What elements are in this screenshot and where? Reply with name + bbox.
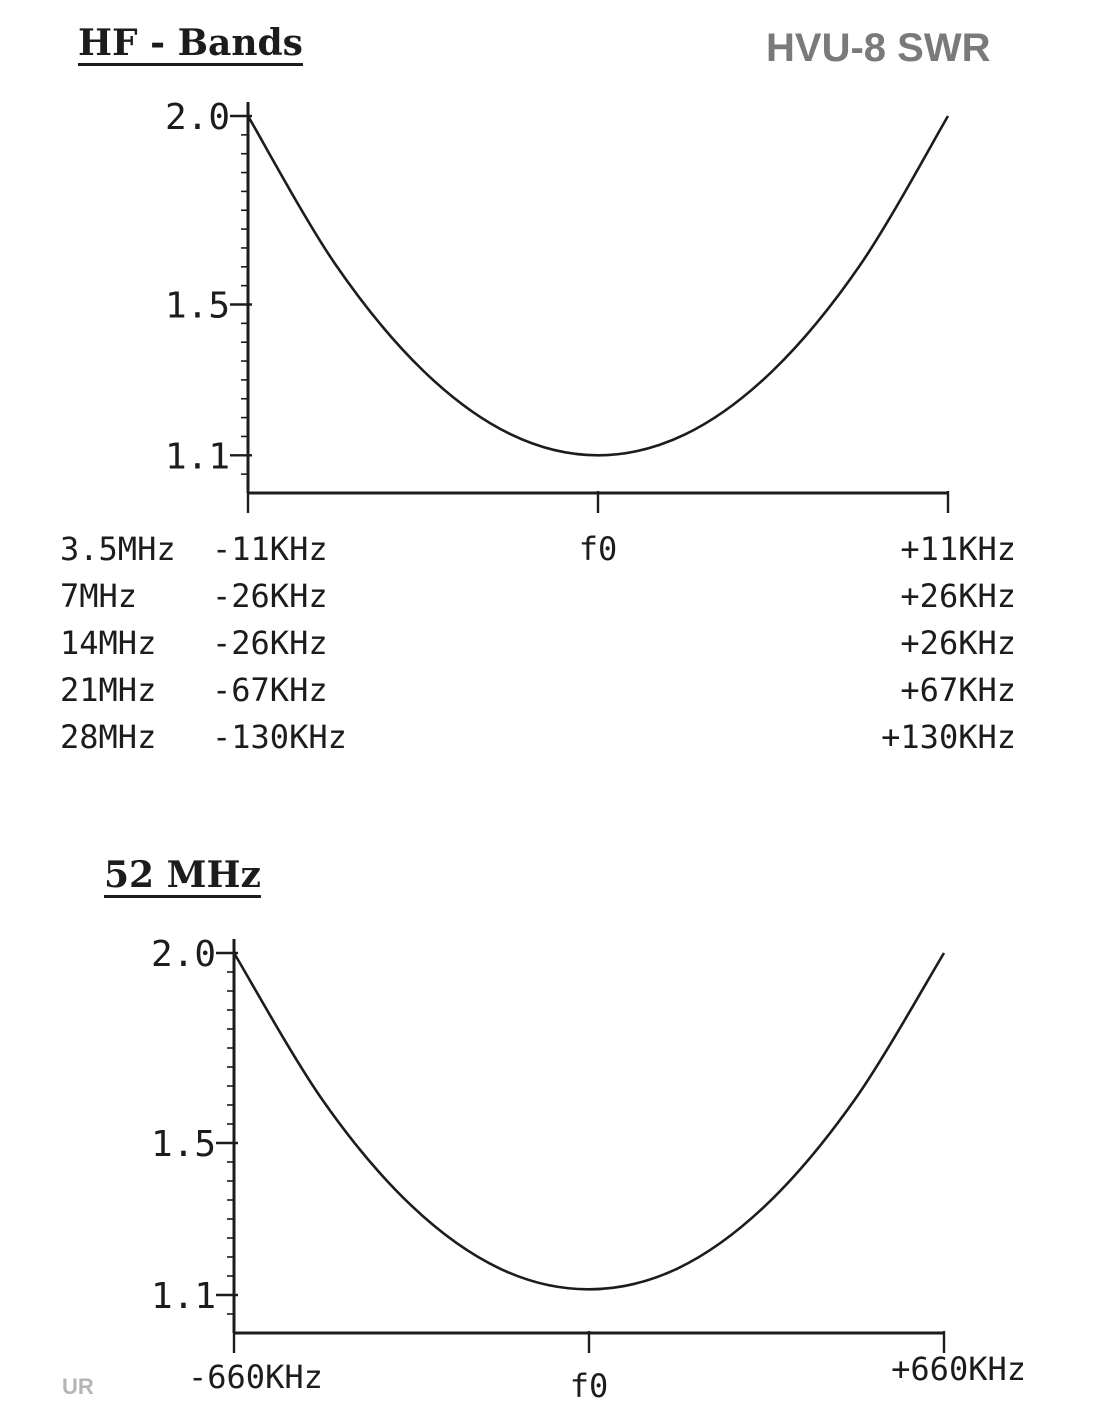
hf-chart-title: HF - Bands [78,22,303,64]
vhf-x-tick-label: f0 [570,1367,609,1405]
vhf-y-tick-label: 2.0 [151,934,216,975]
hf-center-label: f0 [579,530,618,568]
vhf-swr-curve [232,952,946,1291]
band-plus-span: +26KHz [900,577,1016,615]
band-plus-span: +26KHz [900,624,1016,662]
band-minus-span: -11KHz [212,530,328,568]
hf-y-tick-label: 2.0 [165,97,230,138]
band-name: 3.5MHz [60,530,176,568]
band-name: 21MHz [60,671,156,709]
hf-y-tick-label: 1.5 [165,286,230,327]
vhf-chart-title: 52 MHz [104,854,261,896]
vhf-y-tick-label: 1.5 [151,1124,216,1165]
band-name: 7MHz [60,577,137,615]
band-plus-span: +11KHz [900,530,1016,568]
hf-y-tick-label: 1.1 [165,436,230,477]
band-name: 28MHz [60,718,156,756]
vhf-x-tick-label: -660KHz [188,1358,323,1396]
band-minus-span: -26KHz [212,624,328,662]
band-plus-span: +130KHz [881,718,1016,756]
vhf-x-tick-label: +660KHz [891,1350,1026,1388]
corner-mark: UR [62,1374,94,1399]
band-minus-span: -67KHz [212,671,328,709]
brand-title: HVU-8 SWR [766,26,991,70]
band-minus-span: -130KHz [212,718,347,756]
vhf-y-tick-label: 1.1 [151,1276,216,1317]
hf-swr-curve [246,115,950,457]
band-minus-span: -26KHz [212,577,328,615]
band-name: 14MHz [60,624,156,662]
band-plus-span: +67KHz [900,671,1016,709]
